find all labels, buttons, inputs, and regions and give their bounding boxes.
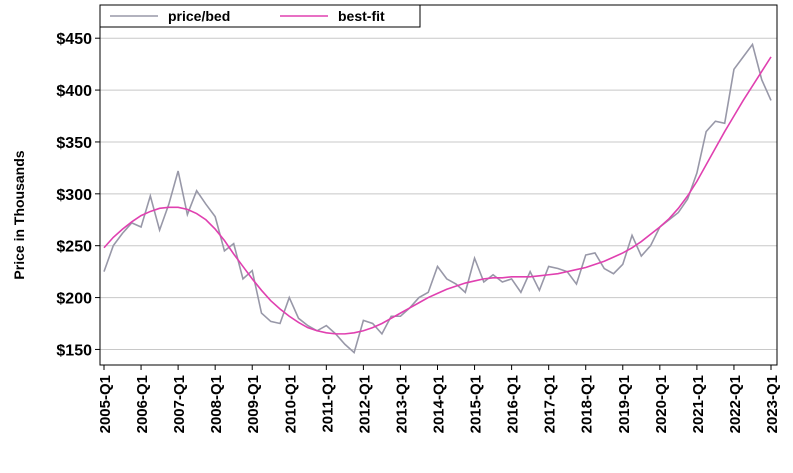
x-tick-label: 2012-Q1	[356, 375, 373, 433]
y-tick-label: $250	[56, 239, 92, 256]
y-tick-label: $350	[56, 135, 92, 152]
y-tick-label: $300	[56, 187, 92, 204]
legend-label: best-fit	[338, 8, 385, 24]
x-tick-label: 2005-Q1	[97, 375, 114, 433]
x-tick-label: 2013-Q1	[393, 375, 410, 433]
x-tick-label: 2009-Q1	[245, 375, 262, 433]
legend-label: price/bed	[168, 8, 230, 24]
x-tick-label: 2014-Q1	[431, 375, 448, 433]
plot-border	[99, 4, 778, 366]
x-tick-label: 2021-Q1	[690, 375, 707, 433]
x-tick-label: 2020-Q1	[653, 375, 670, 433]
x-tick-label: 2007-Q1	[171, 375, 188, 433]
x-tick-label: 2022-Q1	[727, 375, 744, 433]
series-line	[103, 56, 772, 335]
x-tick-label: 2006-Q1	[134, 375, 151, 433]
x-tick-label: 2017-Q1	[542, 375, 559, 433]
legend-box	[99, 4, 421, 28]
x-tick-label: 2011-Q1	[319, 375, 336, 433]
y-axis-label: Price in Thousands	[11, 150, 27, 279]
x-tick-label: 2008-Q1	[208, 375, 225, 433]
x-tick-label: 2015-Q1	[468, 375, 485, 433]
x-tick-label: 2023-Q1	[764, 375, 781, 433]
x-tick-label: 2019-Q1	[616, 375, 633, 433]
y-tick-label: $200	[56, 291, 92, 308]
y-tick-label: $150	[56, 342, 92, 359]
y-tick-label: $400	[56, 83, 92, 100]
x-tick-label: 2010-Q1	[282, 375, 299, 433]
y-tick-label: $450	[56, 31, 92, 48]
legend: price/bed best-fit	[99, 4, 421, 28]
x-tick-label: 2018-Q1	[579, 375, 596, 433]
x-tick-label: 2016-Q1	[505, 375, 522, 433]
